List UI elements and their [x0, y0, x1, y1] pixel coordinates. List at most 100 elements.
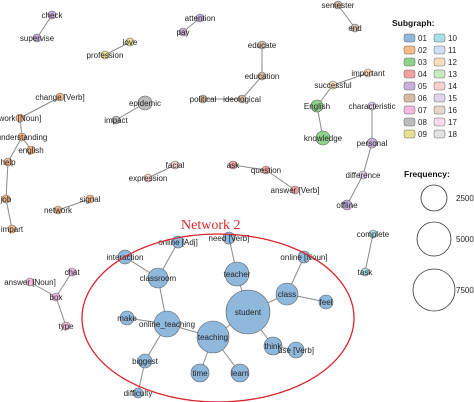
- node-label: need [Verb]: [209, 234, 250, 243]
- legend-swatch: [403, 33, 416, 43]
- node-pay: pay: [177, 27, 190, 37]
- node-online_adj: online [Adj]: [158, 235, 198, 249]
- legend-label: 17: [448, 118, 457, 127]
- edge-box-type: [55, 296, 67, 327]
- node-label: important: [351, 69, 385, 78]
- legend-swatch: [433, 69, 446, 79]
- node-feel: feel: [318, 294, 334, 310]
- frequency-circle: [416, 221, 452, 257]
- legend-item-13: 13: [433, 69, 457, 79]
- legend-item-14: 14: [433, 81, 457, 91]
- node-think: think: [263, 336, 283, 356]
- node-label: pay: [177, 28, 190, 37]
- node-knowledge: knowledge: [304, 130, 343, 146]
- network-2-title: Network 2: [181, 218, 241, 233]
- node-label: think: [265, 342, 283, 351]
- node-education: education: [245, 71, 279, 81]
- node-facial: facial: [166, 160, 185, 170]
- edge-personal-difference: [362, 142, 373, 176]
- legend-item-12: 12: [433, 57, 457, 67]
- node-attention: attention: [185, 13, 215, 23]
- node-circle: [318, 294, 334, 310]
- node-circle: [47, 10, 57, 20]
- node-label: ask: [227, 161, 240, 170]
- node-label: signal: [80, 195, 101, 204]
- node-label: use [Verb]: [278, 346, 314, 355]
- node-difference: difference: [346, 170, 381, 180]
- node-label: knowledge: [304, 134, 343, 143]
- edge-education-ideological: [241, 75, 263, 100]
- legend-label: 13: [448, 70, 457, 79]
- node-circle: [171, 235, 185, 249]
- node-biggest: biggest: [132, 353, 159, 369]
- node-task: task: [358, 267, 373, 277]
- node-label: interaction: [107, 253, 144, 262]
- node-circle: [85, 194, 95, 204]
- legend-label: 12: [448, 58, 457, 67]
- edge-difference-offline: [346, 174, 364, 206]
- legend-item-07: 07: [403, 105, 427, 115]
- node-circle: [51, 292, 61, 302]
- node-label: impart: [1, 225, 24, 234]
- legend-label: 04: [418, 70, 427, 79]
- legend-label: 02: [418, 46, 427, 55]
- frequency-legend-title: Frequency:: [404, 169, 450, 179]
- legend-label: 14: [448, 82, 457, 91]
- node-label: box: [50, 293, 63, 302]
- legend-label: 03: [418, 58, 427, 67]
- frequency-legend-items: 2500 5000 7500: [412, 184, 474, 312]
- node-teacher: teacher: [224, 261, 251, 287]
- legend-swatch: [403, 45, 416, 55]
- node-circle: [275, 282, 299, 306]
- legend-item-03: 03: [403, 57, 427, 67]
- node-signal: signal: [80, 194, 101, 204]
- frequency-label: 2500: [456, 194, 474, 203]
- node-label: answer [Noun]: [4, 278, 56, 287]
- edge-help-job: [5, 161, 9, 200]
- edge-layer: [5, 4, 374, 394]
- node-personal: personal: [357, 137, 388, 149]
- node-question: question: [251, 165, 281, 175]
- node-type: type: [58, 321, 74, 331]
- node-label: online [Adj]: [158, 238, 198, 247]
- node-circle: [341, 199, 353, 211]
- node-circle: [195, 13, 205, 23]
- node-answer_v: answer [Verb]: [271, 185, 320, 195]
- node-label: job: [0, 195, 12, 204]
- legend-item-01: 01: [403, 33, 427, 43]
- frequency-item-5000: 5000: [416, 221, 474, 257]
- node-circle: [32, 33, 42, 43]
- legend-swatch: [403, 81, 416, 91]
- node-label: expression: [129, 174, 168, 183]
- node-label: answer [Verb]: [271, 186, 320, 195]
- node-circle: [224, 261, 250, 287]
- node-successful: successful: [314, 80, 352, 90]
- node-circle: [328, 80, 338, 90]
- node-help: help: [0, 157, 16, 167]
- node-circle: [360, 267, 370, 277]
- node-circle: [225, 289, 271, 335]
- node-label: supervise: [20, 34, 55, 43]
- node-circle: [310, 99, 324, 113]
- legend-label: 10: [448, 34, 457, 43]
- legend-label: 05: [418, 82, 427, 91]
- node-label: understanding: [0, 133, 47, 142]
- node-label: online [Noun]: [280, 253, 327, 262]
- node-label: classroom: [140, 274, 177, 283]
- legend-item-02: 02: [403, 45, 427, 55]
- node-circle: [190, 363, 210, 383]
- legend-item-16: 16: [433, 105, 457, 115]
- node-label: love: [123, 38, 138, 47]
- node-online_teaching: online_teaching: [139, 310, 195, 338]
- legend-swatch: [433, 105, 446, 115]
- legend-swatch: [403, 93, 416, 103]
- node-network: network: [44, 205, 73, 215]
- node-time: time: [190, 363, 210, 383]
- node-circle: [363, 68, 373, 78]
- node-layer: check supervise love profession attention pay…: [0, 0, 396, 399]
- node-circle: [153, 310, 181, 338]
- node-label: profession: [87, 51, 124, 60]
- node-label: teaching: [198, 333, 228, 342]
- node-label: chat: [64, 268, 80, 277]
- node-label: class: [278, 290, 296, 299]
